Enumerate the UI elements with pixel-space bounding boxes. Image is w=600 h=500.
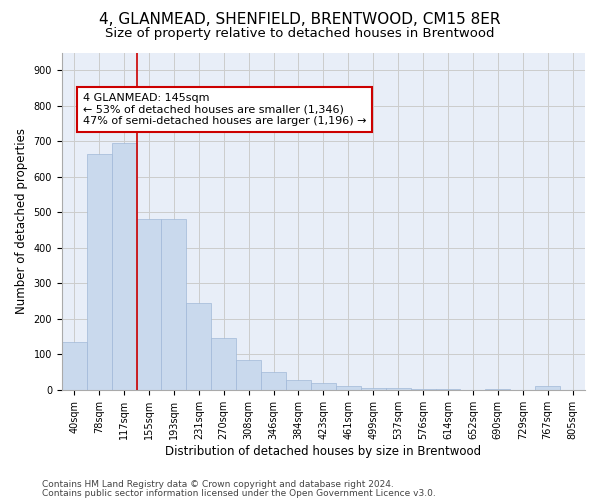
Text: Contains HM Land Registry data © Crown copyright and database right 2024.: Contains HM Land Registry data © Crown c… (42, 480, 394, 489)
Text: Size of property relative to detached houses in Brentwood: Size of property relative to detached ho… (105, 28, 495, 40)
Bar (261, 372, 286, 390)
Bar (485, 389, 510, 390)
Text: Contains public sector information licensed under the Open Government Licence v3: Contains public sector information licen… (42, 488, 436, 498)
Bar (410, 389, 436, 390)
Bar (286, 380, 311, 390)
Bar (161, 220, 187, 390)
Bar (336, 386, 361, 390)
Bar (386, 388, 410, 390)
Bar (86, 154, 112, 390)
Bar (236, 360, 261, 390)
Bar (137, 220, 161, 390)
Text: 4, GLANMEAD, SHENFIELD, BRENTWOOD, CM15 8ER: 4, GLANMEAD, SHENFIELD, BRENTWOOD, CM15 … (99, 12, 501, 28)
Bar (62, 342, 86, 390)
Bar (112, 143, 137, 390)
Bar (187, 303, 211, 390)
Text: 4 GLANMEAD: 145sqm
← 53% of detached houses are smaller (1,346)
47% of semi-deta: 4 GLANMEAD: 145sqm ← 53% of detached hou… (83, 93, 366, 126)
Bar (311, 384, 336, 390)
Bar (535, 386, 560, 390)
Bar (361, 388, 386, 390)
Y-axis label: Number of detached properties: Number of detached properties (15, 128, 28, 314)
Bar (211, 338, 236, 390)
Bar (436, 389, 460, 390)
X-axis label: Distribution of detached houses by size in Brentwood: Distribution of detached houses by size … (166, 444, 481, 458)
